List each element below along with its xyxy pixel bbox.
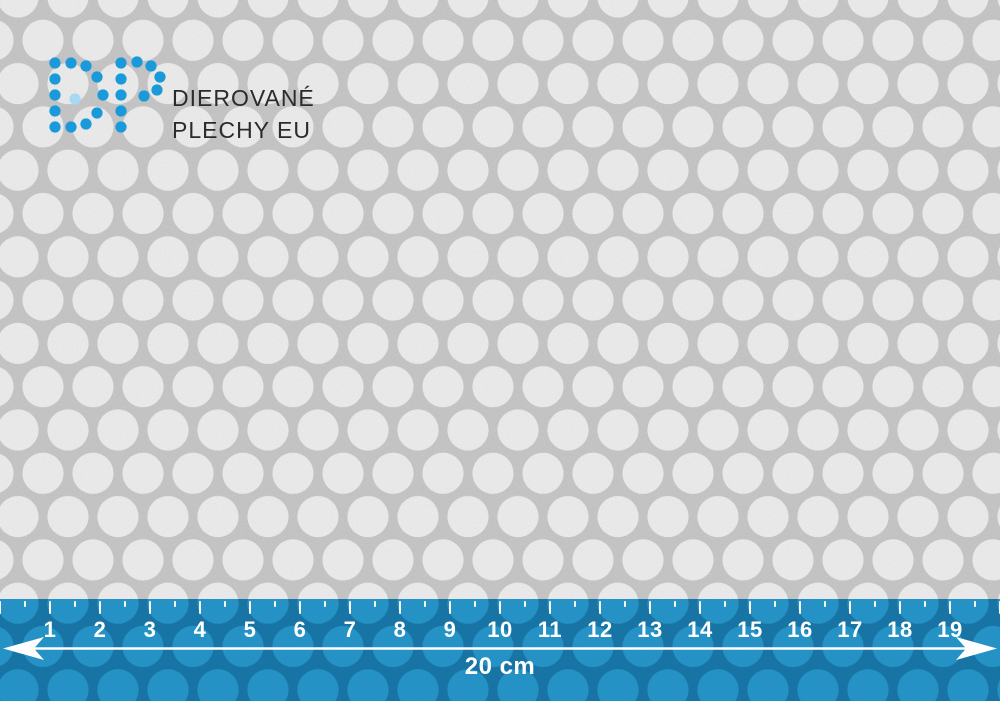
tick-major <box>48 601 52 614</box>
tick-major <box>348 601 352 614</box>
tick-minor <box>823 601 827 607</box>
tick-minor <box>473 601 477 607</box>
cm-number: 1 <box>43 617 57 642</box>
tick-major <box>148 601 152 614</box>
tick-major <box>698 601 702 614</box>
cm-number: 6 <box>293 617 307 642</box>
logo-wordmark: DIEROVANÉ PLECHY EU <box>172 82 315 146</box>
tick-minor <box>673 601 677 607</box>
tick-major <box>798 601 802 614</box>
cm-number: 4 <box>193 617 207 642</box>
tick-major <box>448 601 452 614</box>
cm-number: 7 <box>343 617 357 642</box>
tick-major <box>248 601 252 614</box>
tick-minor <box>223 601 227 607</box>
cm-number: 8 <box>393 617 407 642</box>
tick-major <box>598 601 602 614</box>
tick-major <box>548 601 552 614</box>
cm-number: 2 <box>93 617 107 642</box>
tick-minor <box>973 601 977 607</box>
tick-minor <box>23 601 27 607</box>
tick-major <box>0 601 2 614</box>
tick-major <box>198 601 202 614</box>
cm-number: 17 <box>837 617 863 642</box>
cm-number: 12 <box>587 617 613 642</box>
arrowhead-right-icon <box>956 637 997 660</box>
logo-text-line1: DIEROVANÉ <box>172 85 315 111</box>
cm-number: 10 <box>487 617 513 642</box>
logo-text-line2: PLECHY EU <box>172 117 311 143</box>
ruler: 1 2 3 4 5 6 7 8 9 10 11 12 13 14 15 16 17 18 19 20 cm <box>0 599 1000 701</box>
tick-major <box>98 601 102 614</box>
cm-number: 5 <box>243 617 257 642</box>
cm-number: 3 <box>143 617 157 642</box>
tick-minor <box>623 601 627 607</box>
tick-minor <box>173 601 177 607</box>
tick-minor <box>773 601 777 607</box>
tick-minor <box>323 601 327 607</box>
ruler-span-label: 20 cm <box>464 653 536 680</box>
cm-number: 15 <box>737 617 763 642</box>
cm-number: 9 <box>443 617 457 642</box>
cm-number: 13 <box>637 617 663 642</box>
tick-major <box>948 601 952 614</box>
tick-minor <box>273 601 277 607</box>
tick-minor <box>873 601 877 607</box>
tick-minor <box>523 601 527 607</box>
tick-minor <box>123 601 127 607</box>
tick-major <box>298 601 302 614</box>
tick-major <box>748 601 752 614</box>
tick-minor <box>723 601 727 607</box>
tick-major <box>498 601 502 614</box>
cm-number: 11 <box>537 617 563 642</box>
logo: DIEROVANÉ PLECHY EU <box>0 0 340 150</box>
tick-minor <box>373 601 377 607</box>
span-arrow <box>3 637 997 660</box>
tick-major <box>898 601 902 614</box>
dp-monogram-icon <box>49 56 166 133</box>
cm-number: 18 <box>887 617 913 642</box>
cm-number: 16 <box>787 617 813 642</box>
cm-number: 14 <box>687 617 713 642</box>
tick-major <box>398 601 402 614</box>
logo-pale-dot <box>69 93 81 105</box>
tick-minor <box>923 601 927 607</box>
tick-major <box>998 601 1000 614</box>
tick-minor <box>573 601 577 607</box>
tick-major <box>848 601 852 614</box>
tick-minor <box>423 601 427 607</box>
tick-minor <box>73 601 77 607</box>
tick-major <box>648 601 652 614</box>
arrowhead-left-icon <box>3 637 44 660</box>
